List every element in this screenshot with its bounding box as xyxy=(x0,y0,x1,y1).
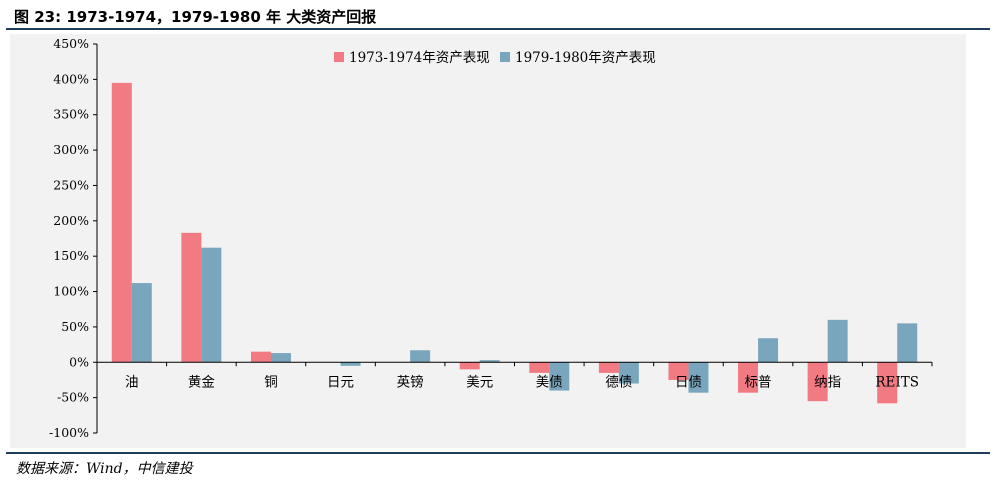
figure-title: 图 23: 1973-1974，1979-1980 年 大类资产回报 xyxy=(14,8,377,26)
bar-1973-1974 xyxy=(877,362,898,404)
y-tick-label: 300% xyxy=(53,142,89,157)
y-tick-label: 150% xyxy=(53,248,89,263)
y-tick-label: 400% xyxy=(53,71,89,86)
top-rule xyxy=(6,28,990,30)
legend-label: 1973-1974年资产表现 xyxy=(349,50,490,66)
bar-1973-1974 xyxy=(668,362,689,380)
y-tick-label: 100% xyxy=(53,284,89,299)
y-tick-label: 350% xyxy=(53,107,89,122)
bar-1979-1980 xyxy=(340,362,361,366)
y-tick-label: 450% xyxy=(53,36,89,51)
legend: 1973-1974年资产表现 1979-1980年资产表现 xyxy=(334,50,656,66)
x-category-label: 纳指 xyxy=(814,374,841,390)
axes-group: -100% -50% 0% 50% 100% 150% 200% 250% 300% 350% 40… xyxy=(49,36,933,440)
source-note: 数据来源：Wind，中信建投 xyxy=(16,461,193,477)
bar-1973-1974 xyxy=(250,351,271,363)
bar-1973-1974 xyxy=(111,82,132,363)
bar-1979-1980 xyxy=(410,350,431,363)
bar-1973-1974 xyxy=(181,232,202,363)
x-category-label: 日元 xyxy=(327,374,354,390)
bar-1973-1974 xyxy=(459,362,480,370)
bar-1973-1974 xyxy=(598,362,619,373)
x-category-label: 黄金 xyxy=(188,374,215,390)
y-tick-label: 0% xyxy=(69,354,89,369)
bar-1973-1974 xyxy=(807,362,828,402)
bar-1979-1980 xyxy=(131,283,152,363)
x-category-label: REITS xyxy=(875,374,919,390)
y-tick-label: -50% xyxy=(57,390,89,405)
bottom-rule xyxy=(6,452,990,454)
y-tick-label: 250% xyxy=(53,177,89,192)
bar-1973-1974 xyxy=(738,362,759,393)
x-category-label: 美元 xyxy=(466,374,493,390)
bar-1979-1980 xyxy=(201,247,222,363)
bar-1979-1980 xyxy=(479,360,500,363)
bars-group xyxy=(111,82,918,404)
bar-1979-1980 xyxy=(618,362,639,384)
bar-1979-1980 xyxy=(688,362,709,393)
legend-swatch xyxy=(500,52,510,62)
x-category-label: 标普 xyxy=(745,374,772,390)
x-category-label: 英镑 xyxy=(397,373,424,390)
bar-1973-1974 xyxy=(529,362,550,373)
legend-swatch xyxy=(334,52,344,62)
y-tick-label: 200% xyxy=(53,213,89,228)
x-category-label: 美债 xyxy=(536,374,563,390)
legend-label: 1979-1980年资产表现 xyxy=(515,50,656,66)
plot-background xyxy=(10,34,966,448)
bar-1979-1980 xyxy=(270,353,291,363)
bar-1979-1980 xyxy=(758,338,779,363)
y-tick-label: 50% xyxy=(61,319,89,334)
y-tick-label: -100% xyxy=(49,425,89,440)
x-category-label: 德债 xyxy=(605,374,632,390)
bar-1979-1980 xyxy=(827,319,848,363)
x-category-label: 油 xyxy=(125,374,139,390)
bar-1979-1980 xyxy=(549,362,570,391)
x-category-label: 日债 xyxy=(675,374,702,390)
x-category-label: 铜 xyxy=(264,374,278,390)
bar-1979-1980 xyxy=(897,323,918,363)
